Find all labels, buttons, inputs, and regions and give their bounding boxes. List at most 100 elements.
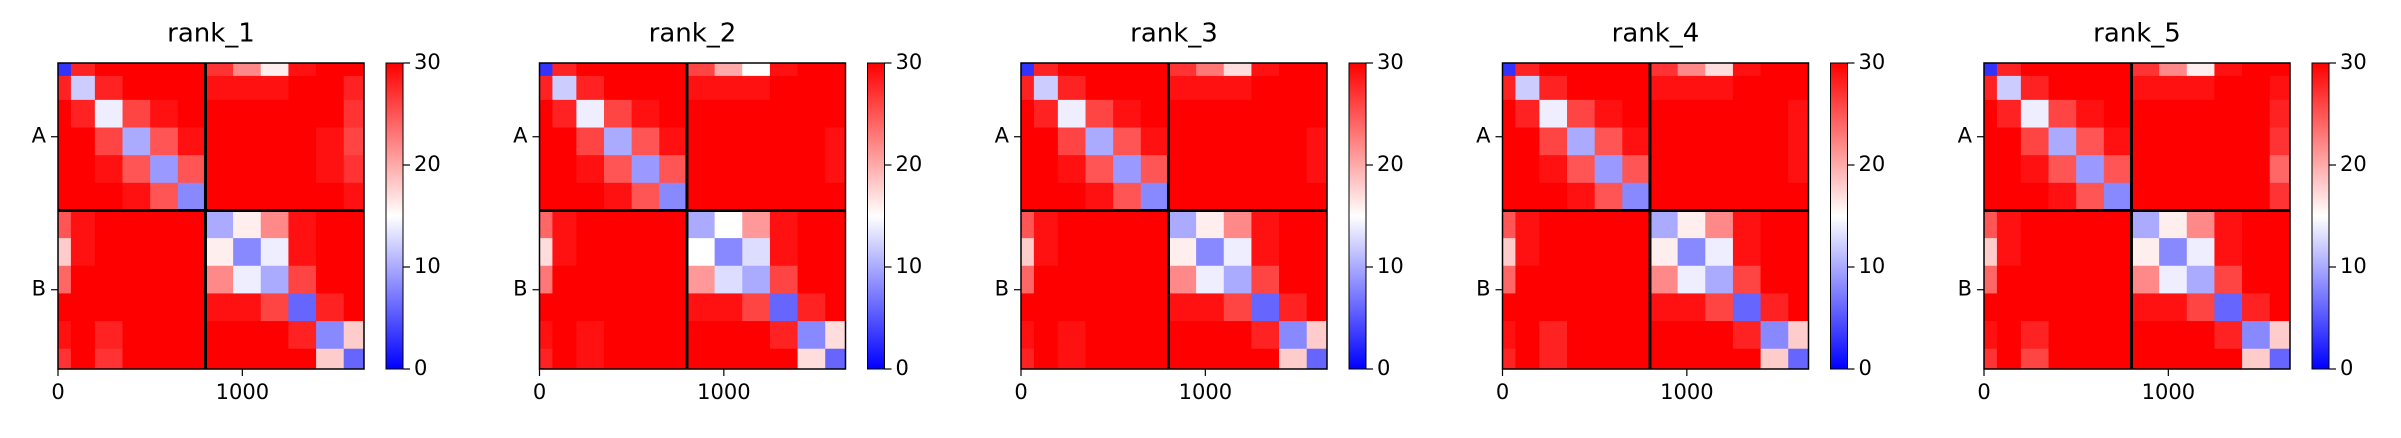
heatmap-cell (1788, 321, 1809, 350)
heatmap-cell (1196, 182, 1225, 211)
colorbar-tick-label: 10 (896, 254, 923, 278)
heatmap-cell (2076, 348, 2105, 370)
heatmap-cell (288, 321, 317, 350)
heatmap-cell (1760, 127, 1789, 156)
heatmap-cell (2186, 348, 2215, 370)
heatmap-cell (2076, 63, 2105, 77)
colorbar-tick-label: 20 (1859, 152, 1886, 176)
heatmap-cell (1622, 321, 1651, 350)
heatmap-cell (714, 75, 743, 101)
chart-title: rank_4 (1612, 19, 1700, 49)
heatmap-cell (233, 155, 262, 184)
y-tick-label: B (513, 277, 527, 301)
heatmap-cell (1984, 210, 1998, 239)
heatmap-cell (604, 182, 633, 211)
x-tick-label: 1000 (2142, 380, 2195, 404)
heatmap-cell (1515, 293, 1540, 322)
heatmap-cell (58, 293, 72, 322)
heatmap-cell (2242, 238, 2271, 267)
heatmap-cell (1760, 238, 1789, 267)
heatmap-cell (2269, 321, 2291, 350)
heatmap-cell (316, 293, 345, 322)
heatmap-cell (714, 210, 743, 239)
heatmap-cell (1057, 265, 1087, 294)
heatmap-cell (1279, 99, 1308, 129)
heatmap-cell (94, 127, 124, 156)
heatmap-cell (58, 182, 72, 211)
heatmap-cell (1502, 238, 1516, 267)
heatmap-cell (70, 63, 96, 77)
heatmap-cell (714, 63, 743, 77)
colorbar (385, 62, 404, 370)
heatmap-cell (686, 127, 716, 156)
heatmap-cell (94, 75, 124, 101)
colorbar-tick-label: 30 (1377, 50, 1404, 74)
heatmap-cell (2269, 293, 2291, 322)
heatmap-cell (2131, 238, 2160, 267)
heatmap-cell (1021, 238, 1035, 267)
heatmap-cell (2214, 293, 2243, 322)
heatmap-cell (539, 127, 553, 156)
heatmap-cell (1594, 348, 1623, 370)
heatmap-cell (2020, 127, 2050, 156)
heatmap-cell (1539, 348, 1568, 370)
heatmap-cell (659, 182, 688, 211)
heatmap-cell (2242, 155, 2271, 184)
heatmap-cell (2242, 99, 2271, 129)
heatmap-cell (1984, 127, 1998, 156)
heatmap-cell (1057, 75, 1087, 101)
heatmap-cell (2242, 127, 2271, 156)
heatmap-cell (552, 210, 577, 239)
heatmap-cell (1057, 210, 1087, 239)
heatmap-cell (260, 348, 289, 370)
heatmap-cell (1677, 238, 1706, 267)
heatmap-cell (2214, 127, 2243, 156)
heatmap-cell (1996, 238, 2022, 267)
y-tick-label: B (1958, 277, 1972, 301)
heatmap-cell (659, 127, 688, 156)
x-tick-label: 1000 (697, 380, 750, 404)
heatmap-cell (1996, 321, 2022, 350)
heatmap-cell (1732, 155, 1762, 184)
heatmap-cell (604, 321, 633, 350)
heatmap-cell (1196, 238, 1225, 267)
heatmap-cell (1223, 321, 1252, 350)
heatmap-cell (1306, 210, 1328, 239)
heatmap-cell (1996, 210, 2022, 239)
heatmap-cell (122, 265, 151, 294)
heatmap-cell (2269, 63, 2291, 77)
heatmap-cell (1279, 127, 1308, 156)
heatmap-cell (1622, 238, 1651, 267)
heatmap-cell (1732, 293, 1762, 322)
heatmap-cell (58, 238, 72, 267)
heatmap-cell (94, 238, 124, 267)
heatmap-cell (631, 63, 660, 77)
heatmap-cell (288, 63, 317, 77)
heatmap-cell (1539, 321, 1568, 350)
heatmap-cell (714, 321, 743, 350)
heatmap-cell (1251, 75, 1280, 101)
heatmap-cell (260, 210, 289, 239)
heatmap-cell (1677, 210, 1706, 239)
heatmap-cell (1705, 63, 1734, 77)
heatmap-cell (1140, 348, 1169, 370)
heatmap-cell (122, 182, 151, 211)
heatmap-cell (797, 238, 826, 267)
heatmap-cell (343, 182, 365, 211)
heatmap-cell (1515, 99, 1540, 129)
heatmap-cell (686, 238, 716, 267)
heatmap-cell (2131, 210, 2160, 239)
heatmap-cell (260, 182, 289, 211)
heatmap-cell (1085, 348, 1114, 370)
heatmap-cell (1594, 99, 1623, 129)
plot-frame (538, 62, 847, 370)
heatmap-cell (1168, 99, 1197, 129)
heatmap-cell (2020, 321, 2050, 350)
heatmap-cell (1788, 155, 1809, 184)
heatmap-cell (1539, 155, 1568, 184)
heatmap-cell (1788, 210, 1809, 239)
heatmap-cell (2020, 238, 2050, 267)
heatmap-cell (552, 238, 577, 267)
heatmap-cell (70, 127, 96, 156)
